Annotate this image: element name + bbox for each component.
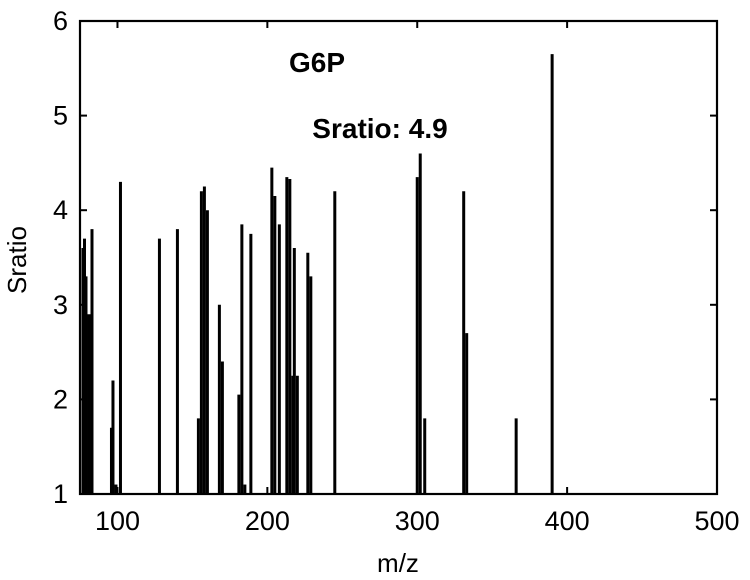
bar-series	[81, 54, 554, 494]
y-axis-label: Sratio	[2, 226, 32, 294]
y-tick-label: 1	[53, 479, 68, 509]
chart-title: G6P	[289, 47, 345, 78]
y-tick-label: 4	[53, 195, 68, 225]
y-tick-label: 6	[53, 6, 68, 36]
plot-frame	[78, 19, 719, 496]
y-tick-label: 5	[53, 101, 68, 131]
x-tick-label: 300	[395, 506, 440, 536]
axis-ticks: 100 200 300 400 500 1 2 3 4 5 6	[53, 6, 740, 536]
y-tick-label: 2	[53, 384, 68, 414]
x-tick-label: 100	[95, 506, 140, 536]
y-tick-label: 3	[53, 290, 68, 320]
x-tick-label: 200	[245, 506, 290, 536]
x-axis-label: m/z	[377, 548, 419, 578]
sratio-annotation: Sratio: 4.9	[312, 113, 447, 144]
plot-background	[80, 21, 717, 494]
x-tick-label: 400	[545, 506, 590, 536]
x-tick-label: 500	[694, 506, 739, 536]
